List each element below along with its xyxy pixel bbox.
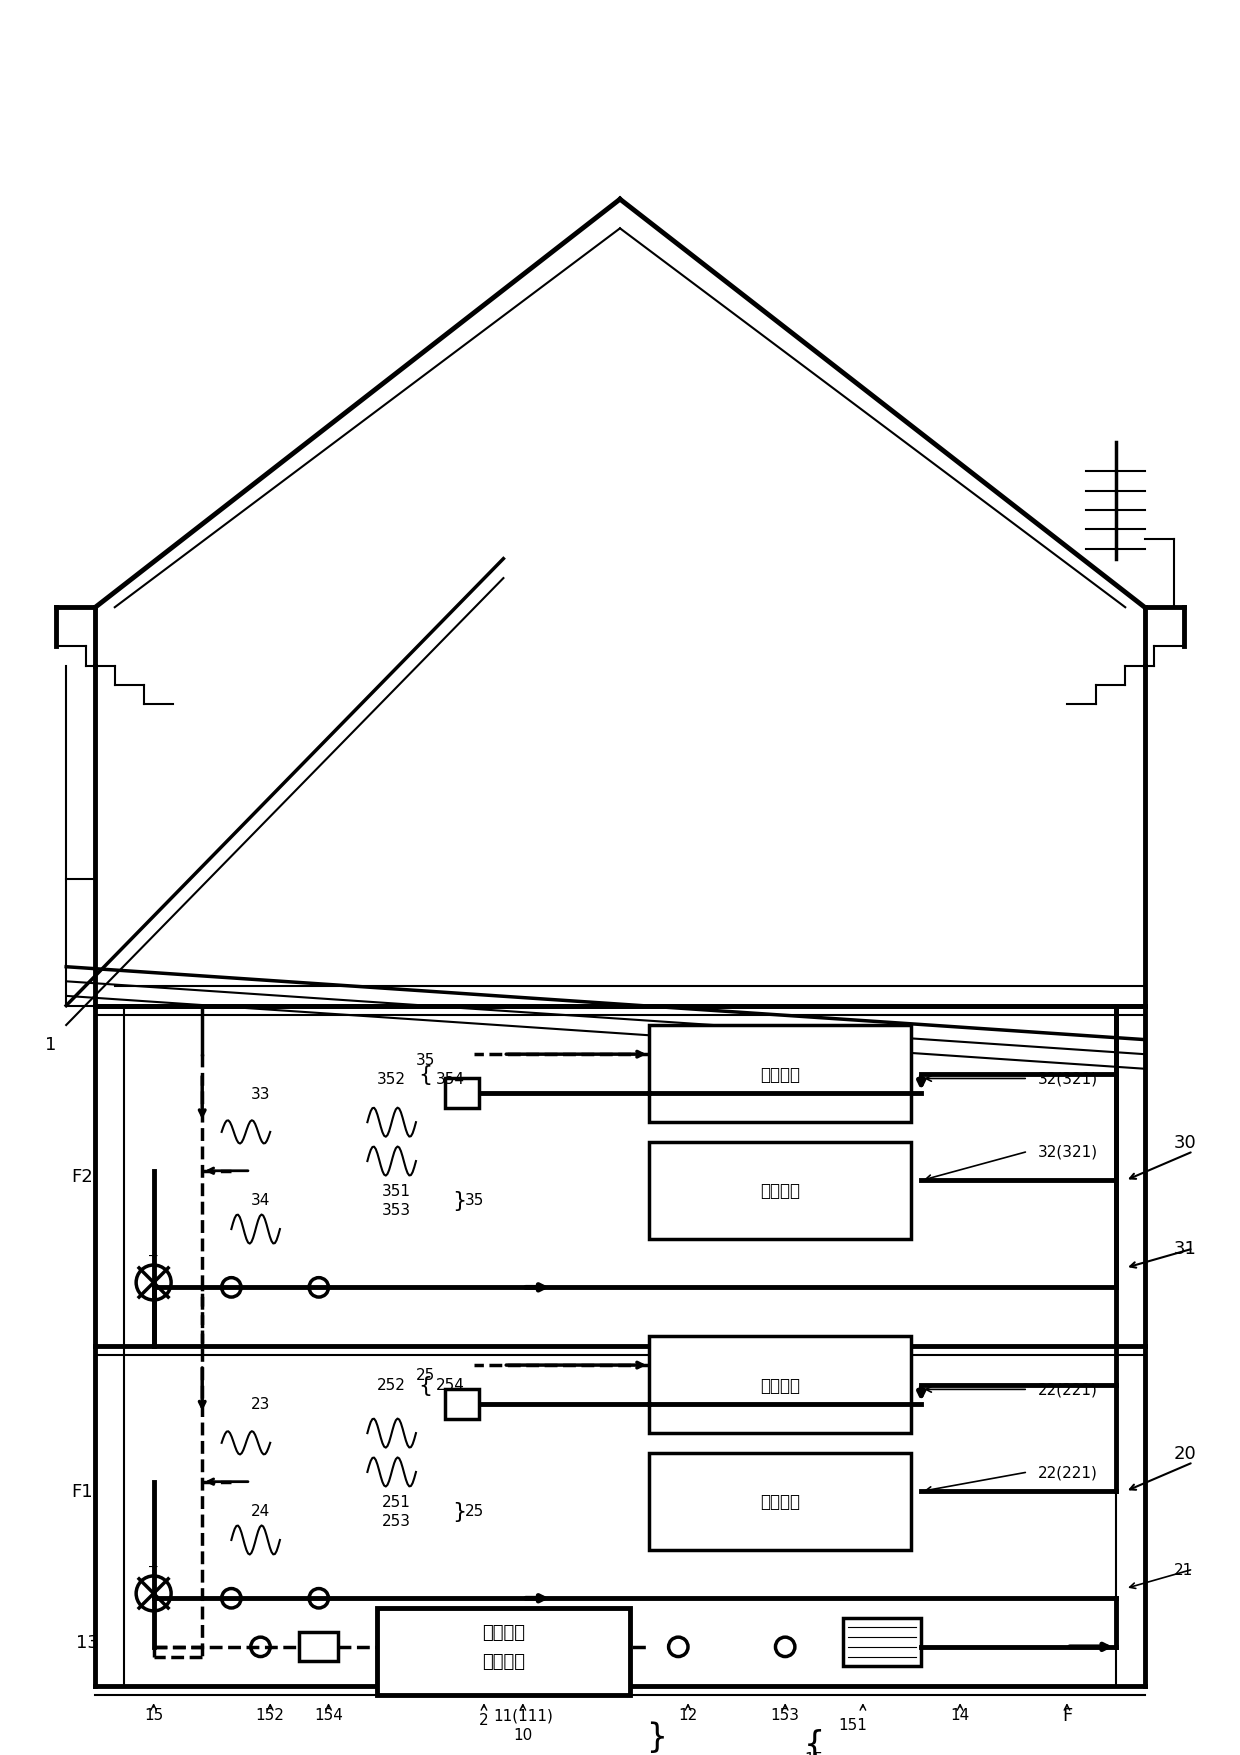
- Text: 35: 35: [465, 1193, 484, 1207]
- Text: 254: 254: [435, 1378, 465, 1392]
- Text: 35: 35: [415, 1051, 435, 1067]
- Text: }: }: [453, 1501, 466, 1522]
- Text: 2: 2: [479, 1713, 489, 1727]
- Text: 251: 251: [382, 1494, 410, 1509]
- Text: 25: 25: [417, 1367, 435, 1383]
- Text: 20: 20: [1174, 1444, 1197, 1462]
- Bar: [650, 1336, 911, 1434]
- Text: 15: 15: [805, 1751, 823, 1755]
- Bar: [650, 1025, 911, 1123]
- Bar: [445, 1390, 479, 1418]
- Text: 24: 24: [250, 1504, 270, 1518]
- Text: 151: 151: [838, 1716, 868, 1732]
- Bar: [445, 1079, 479, 1107]
- Text: 冷气风笱: 冷气风笱: [760, 1492, 800, 1511]
- Bar: [650, 1453, 911, 1550]
- Text: 252: 252: [377, 1378, 407, 1392]
- Text: 15: 15: [144, 1708, 164, 1722]
- Text: {: {: [419, 1064, 433, 1085]
- Text: 冰水贯槽: 冰水贯槽: [482, 1623, 525, 1641]
- Text: 22(221): 22(221): [1038, 1465, 1097, 1479]
- Text: 11(111): 11(111): [494, 1708, 553, 1722]
- Bar: [377, 1608, 630, 1695]
- Text: F1: F1: [71, 1483, 93, 1501]
- Text: 22(221): 22(221): [1038, 1383, 1097, 1397]
- Text: 34: 34: [250, 1193, 270, 1207]
- Text: 冷气风笱: 冷气风笱: [760, 1181, 800, 1199]
- Text: 10: 10: [513, 1727, 532, 1741]
- Text: 30: 30: [1174, 1134, 1197, 1151]
- Text: 32(321): 32(321): [1038, 1071, 1097, 1086]
- Text: 冷气风笱: 冷气风笱: [760, 1376, 800, 1393]
- Text: {: {: [639, 1718, 660, 1751]
- Text: 14: 14: [950, 1708, 970, 1722]
- Text: F2: F2: [71, 1167, 93, 1185]
- Text: 351: 351: [382, 1183, 410, 1199]
- Text: 153: 153: [771, 1708, 800, 1722]
- Text: 13: 13: [76, 1634, 99, 1651]
- Text: 1: 1: [45, 1035, 57, 1053]
- Text: 33: 33: [250, 1086, 270, 1100]
- Text: 冷气风笱: 冷气风笱: [760, 1065, 800, 1083]
- Text: 25: 25: [465, 1504, 484, 1518]
- Text: T: T: [149, 1564, 157, 1578]
- Text: 31: 31: [1174, 1239, 1197, 1258]
- Text: {: {: [419, 1374, 433, 1395]
- Text: 21: 21: [1174, 1562, 1193, 1576]
- Bar: [843, 1618, 921, 1665]
- Text: 冰水主机: 冰水主机: [482, 1653, 525, 1671]
- Text: {: {: [804, 1727, 825, 1755]
- Text: 352: 352: [377, 1071, 407, 1086]
- Text: 152: 152: [255, 1708, 285, 1722]
- Text: F: F: [1061, 1706, 1073, 1723]
- Bar: [650, 1143, 911, 1239]
- Text: T: T: [149, 1253, 157, 1267]
- Text: 23: 23: [250, 1397, 270, 1411]
- Text: 354: 354: [435, 1071, 465, 1086]
- Text: 353: 353: [382, 1202, 412, 1218]
- Text: 12: 12: [678, 1708, 698, 1722]
- Bar: [299, 1632, 339, 1662]
- Text: }: }: [453, 1190, 466, 1211]
- Text: 154: 154: [314, 1708, 343, 1722]
- Text: 32(321): 32(321): [1038, 1144, 1097, 1158]
- Text: 253: 253: [382, 1513, 410, 1529]
